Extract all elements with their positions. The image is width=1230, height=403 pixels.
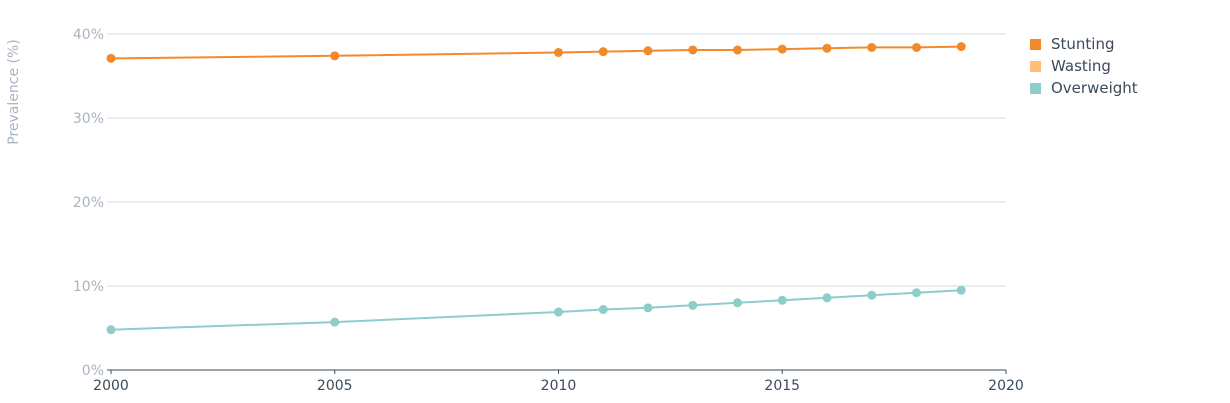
legend-swatch-overweight [1030, 82, 1041, 94]
data-point-overweight[interactable] [777, 295, 787, 305]
data-point-overweight[interactable] [598, 305, 608, 315]
data-point-stunting[interactable] [912, 42, 921, 52]
data-point-overweight[interactable] [867, 290, 877, 300]
data-point-stunting[interactable] [330, 51, 340, 61]
data-point-overweight[interactable] [733, 298, 742, 308]
y-tick-label: 10% [73, 279, 104, 295]
data-point-overweight[interactable] [554, 307, 563, 317]
data-point-overweight[interactable] [106, 325, 116, 335]
data-point-stunting[interactable] [867, 42, 877, 52]
gridlines [107, 33, 1006, 371]
data-point-stunting[interactable] [822, 43, 832, 53]
data-point-stunting[interactable] [688, 45, 698, 55]
data-point-overweight[interactable] [688, 300, 698, 310]
data-point-overweight[interactable] [956, 285, 966, 295]
data-point-stunting[interactable] [956, 42, 966, 52]
x-tick-label: 2015 [764, 378, 800, 394]
data-point-stunting[interactable] [643, 46, 653, 56]
y-axis-ticks: 0% 10% 20% 30% 40% [73, 27, 104, 379]
x-tick-label: 2020 [988, 378, 1024, 394]
data-point-overweight[interactable] [822, 293, 832, 303]
x-tick-label: 2000 [93, 378, 129, 394]
data-point-overweight[interactable] [643, 303, 653, 313]
legend-label-overweight: Overweight [1051, 79, 1138, 97]
y-axis-label: Prevalence (%) [6, 39, 22, 145]
series-line-overweight [110, 289, 962, 331]
series-points [106, 42, 966, 335]
y-tick-label: 20% [73, 195, 104, 211]
series-line-stunting [110, 45, 962, 60]
data-point-overweight[interactable] [912, 288, 921, 298]
x-tick-label: 2010 [541, 378, 577, 394]
legend: Stunting Wasting Overweight [1030, 33, 1138, 99]
data-point-overweight[interactable] [330, 317, 340, 327]
data-point-stunting[interactable] [598, 47, 608, 57]
legend-item-stunting[interactable]: Stunting [1030, 33, 1138, 55]
y-tick-label: 40% [73, 27, 104, 43]
legend-item-overweight[interactable]: Overweight [1030, 77, 1138, 99]
data-point-stunting[interactable] [733, 45, 742, 55]
data-point-stunting[interactable] [554, 47, 563, 57]
legend-label-stunting: Stunting [1051, 35, 1115, 53]
data-point-stunting[interactable] [106, 53, 116, 63]
data-point-stunting[interactable] [777, 44, 787, 54]
legend-swatch-wasting [1030, 60, 1041, 72]
x-axis-ticks: 2000 2005 2010 2015 2020 [93, 370, 1024, 394]
x-tick-label: 2005 [317, 378, 353, 394]
legend-label-wasting: Wasting [1051, 57, 1111, 75]
y-tick-label: 30% [73, 111, 104, 127]
legend-item-wasting[interactable]: Wasting [1030, 55, 1138, 77]
series-lines [110, 45, 962, 331]
legend-swatch-stunting [1030, 38, 1041, 50]
y-tick-label: 0% [82, 363, 104, 379]
